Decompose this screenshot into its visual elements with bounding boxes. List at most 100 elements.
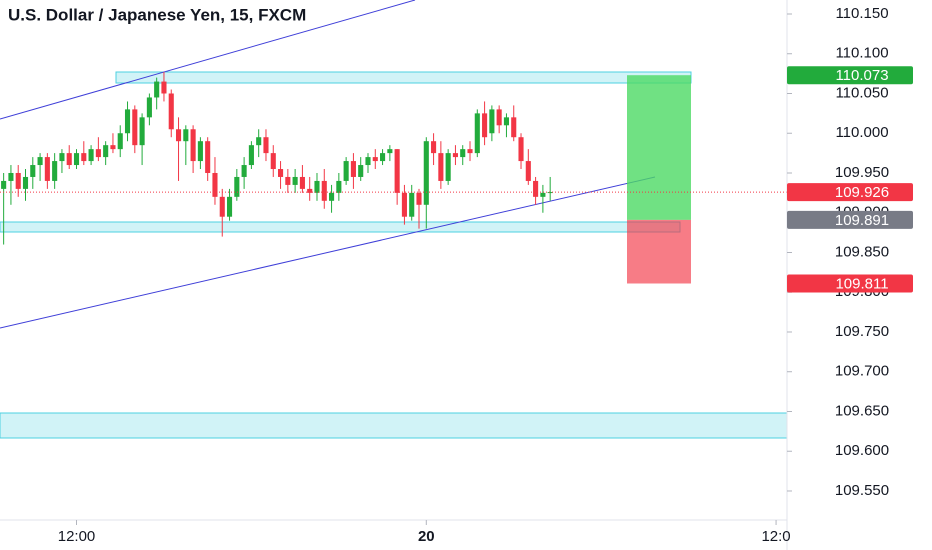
x-tick-label: 20 xyxy=(418,528,435,545)
candle-body xyxy=(52,161,58,181)
y-tick-label: 110.050 xyxy=(835,84,888,101)
candle-body xyxy=(81,153,87,162)
price-label: 109.891 xyxy=(835,212,889,229)
candle-body xyxy=(474,113,480,154)
candle-body xyxy=(496,109,502,126)
candle-body xyxy=(278,169,284,177)
x-tick-label: 12:0 xyxy=(761,528,790,545)
candle-body xyxy=(299,176,305,189)
candle-body xyxy=(95,149,101,158)
candle-body xyxy=(117,133,123,150)
candle-body xyxy=(226,196,233,217)
candle-body xyxy=(482,113,488,138)
candle-body xyxy=(489,109,495,134)
candle-body xyxy=(110,145,116,150)
candle-body xyxy=(154,81,160,98)
price-label: 110.073 xyxy=(835,67,888,84)
candle-body xyxy=(431,141,437,154)
zone xyxy=(0,221,681,233)
candle-body xyxy=(263,137,269,154)
x-tick-label: 12:00 xyxy=(58,528,96,545)
loss-zone xyxy=(627,219,691,284)
price-label-box xyxy=(787,66,913,85)
candle-body xyxy=(256,137,262,146)
y-tick-label: 109.700 xyxy=(835,363,889,380)
candle-body xyxy=(445,153,451,181)
candle-body xyxy=(518,137,524,162)
candle-body xyxy=(358,165,364,177)
candle-body xyxy=(401,192,407,217)
candle-body xyxy=(387,149,393,154)
candle-body xyxy=(525,161,531,181)
zone xyxy=(115,71,692,84)
price-label-box xyxy=(787,210,913,229)
trend-line xyxy=(0,0,416,120)
y-tick-label: 109.650 xyxy=(835,402,889,419)
candle-body xyxy=(44,157,50,181)
candle-body xyxy=(285,176,291,185)
candle-body xyxy=(329,192,335,201)
price-label-box xyxy=(787,183,913,202)
candle-body xyxy=(1,180,7,189)
candle-body xyxy=(372,157,378,162)
candle-body xyxy=(219,196,225,217)
candle-body xyxy=(511,117,517,138)
y-tick-label: 109.750 xyxy=(835,323,889,340)
candle-body xyxy=(66,153,72,166)
y-tick-label: 109.850 xyxy=(835,243,889,260)
price-label: 109.811 xyxy=(835,275,888,292)
candle-body xyxy=(292,176,298,185)
candle-body xyxy=(452,153,458,158)
candle-body xyxy=(241,165,247,177)
candle-body xyxy=(234,176,240,197)
price-label: 109.926 xyxy=(835,184,889,201)
candle-body xyxy=(168,93,174,130)
candle-body xyxy=(161,81,167,94)
candle-body xyxy=(88,149,94,162)
candle-body xyxy=(59,153,65,162)
candle-body xyxy=(22,176,29,189)
candle-body xyxy=(270,153,276,170)
candle-body xyxy=(248,145,254,166)
candle-body xyxy=(205,141,211,173)
candle-body xyxy=(8,172,14,181)
candle-body xyxy=(124,109,131,134)
y-tick-label: 110.100 xyxy=(835,45,888,62)
candle-body xyxy=(212,172,218,197)
plot xyxy=(0,72,787,284)
trend-line xyxy=(0,176,656,329)
candle-body xyxy=(503,117,509,126)
candle-body xyxy=(343,161,349,181)
candle-body xyxy=(533,180,539,197)
candle-body xyxy=(460,149,466,158)
candle-body xyxy=(190,129,196,162)
candle-body xyxy=(438,153,444,181)
candle-body xyxy=(15,172,21,189)
chart-title: U.S. Dollar / Japanese Yen, 15, FXCM xyxy=(8,5,306,24)
candle-body xyxy=(132,109,138,146)
candle-body xyxy=(30,165,36,177)
candle-body xyxy=(321,180,327,201)
y-tick-label: 109.950 xyxy=(835,164,889,181)
candle-body xyxy=(314,180,320,193)
profit-zone xyxy=(627,75,691,220)
y-tick-label: 110.150 xyxy=(835,5,888,22)
candle-body xyxy=(423,141,429,205)
candle-body xyxy=(103,145,109,158)
candle-body xyxy=(73,153,80,166)
candle-body xyxy=(183,129,189,142)
candle-body xyxy=(175,129,182,142)
candle-body xyxy=(336,180,342,193)
y-tick-label: 109.600 xyxy=(835,442,889,459)
candle-body xyxy=(197,141,203,162)
y-tick-label: 109.550 xyxy=(835,482,889,499)
candle-body xyxy=(467,149,473,154)
candle-body xyxy=(416,192,422,205)
candle-body xyxy=(394,149,400,193)
candle-body xyxy=(307,188,313,193)
candle-body xyxy=(540,192,546,197)
candle-body xyxy=(146,97,152,118)
candle-body xyxy=(139,117,145,146)
zone xyxy=(0,412,788,439)
